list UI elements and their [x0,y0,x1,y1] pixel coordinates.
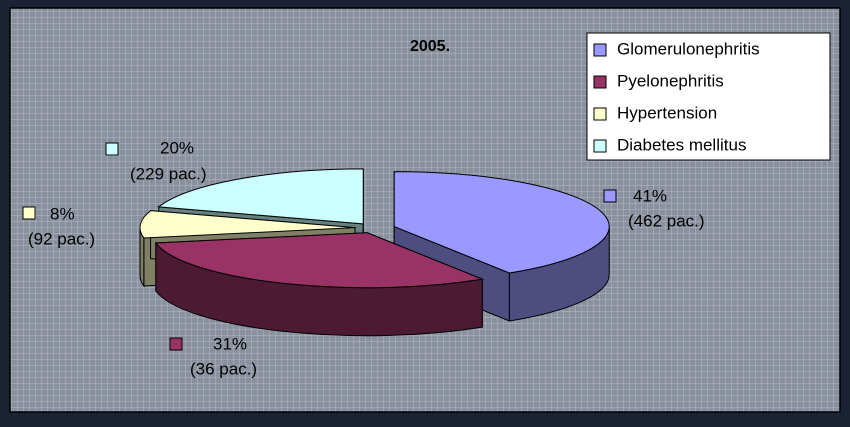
legend-label: Diabetes mellitus [617,135,746,154]
count-label: (229 pac.) [130,164,207,183]
legend-key [593,43,607,57]
legend-key [593,139,607,153]
slice-top [157,168,364,225]
legend-label: Glomerulonephritis [617,39,760,58]
chart-title: 2005. [410,38,450,55]
label-key [169,337,183,351]
label-key [22,206,36,220]
label-key [603,189,617,203]
legend-box [586,32,831,161]
data-label: 8% [50,204,75,223]
pie-slice [154,231,485,337]
legend-label: Hypertension [617,103,717,122]
legend-label: Pyelonephritis [617,71,724,90]
slice-top [393,171,610,274]
data-label: 20% [160,138,194,157]
legend-key [593,75,607,89]
slice-top [139,210,356,239]
count-label: (462 pac.) [628,211,705,230]
data-label: 41% [633,186,667,205]
slice-top [154,232,485,289]
data-label: 31% [213,334,247,353]
legend-key [593,107,607,121]
label-key [105,142,119,156]
count-label: (92 pac.) [28,229,95,248]
count-label: (36 pac.) [190,359,257,378]
